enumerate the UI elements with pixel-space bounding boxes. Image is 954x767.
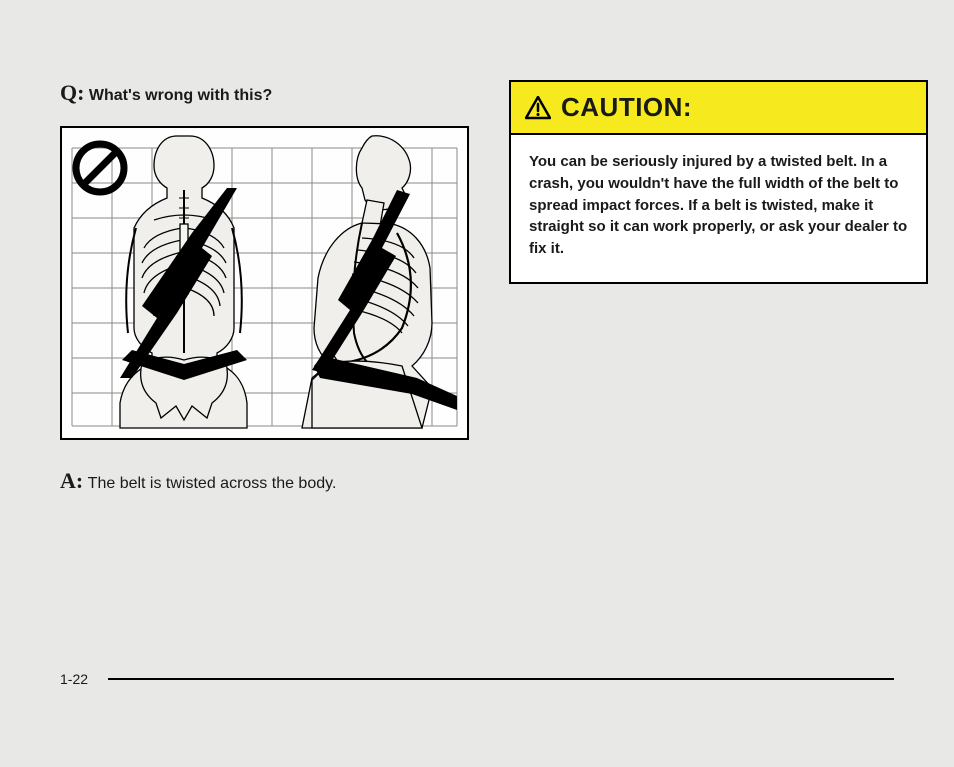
- prohibition-icon: [76, 144, 124, 192]
- page-number: 1-22: [60, 671, 88, 687]
- caution-box: CAUTION: You can be seriously injured by…: [509, 80, 928, 284]
- question-label: Q:: [60, 80, 84, 105]
- answer-label: A:: [60, 468, 83, 493]
- right-column: CAUTION: You can be seriously injured by…: [509, 80, 928, 494]
- caution-body-text: You can be seriously injured by a twiste…: [511, 135, 926, 282]
- seatbelt-illustration: [62, 128, 467, 438]
- footer-rule: [108, 678, 894, 680]
- answer-line: A: The belt is twisted across the body.: [60, 468, 469, 494]
- left-column: Q: What's wrong with this?: [60, 80, 469, 494]
- caution-header: CAUTION:: [511, 82, 926, 135]
- caution-title: CAUTION:: [561, 92, 692, 123]
- answer-text: The belt is twisted across the body.: [88, 475, 337, 492]
- page-footer: 1-22: [60, 671, 894, 687]
- manual-page: Q: What's wrong with this?: [0, 0, 954, 767]
- two-column-layout: Q: What's wrong with this?: [60, 80, 894, 494]
- illustration-frame: [60, 126, 469, 440]
- question-text: What's wrong with this?: [89, 87, 272, 104]
- warning-triangle-icon: [525, 96, 551, 120]
- question-line: Q: What's wrong with this?: [60, 80, 469, 106]
